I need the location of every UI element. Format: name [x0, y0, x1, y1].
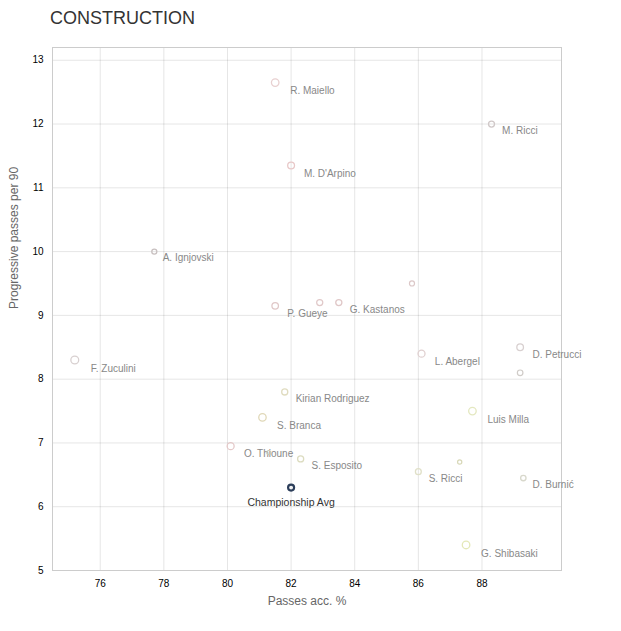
svg-text:86: 86 [413, 578, 425, 589]
svg-text:P. Gueye: P. Gueye [287, 308, 328, 319]
svg-text:12: 12 [32, 118, 44, 129]
svg-text:D. Burnić: D. Burnić [533, 479, 574, 490]
svg-text:S. Esposito: S. Esposito [312, 460, 363, 471]
svg-text:76: 76 [95, 578, 107, 589]
svg-text:82: 82 [286, 578, 298, 589]
svg-text:84: 84 [349, 578, 361, 589]
svg-text:5: 5 [38, 565, 44, 576]
svg-text:G. Shibasaki: G. Shibasaki [481, 548, 538, 559]
svg-text:A. Ignjovski: A. Ignjovski [163, 252, 214, 263]
svg-text:78: 78 [158, 578, 170, 589]
svg-text:R. Maiello: R. Maiello [290, 85, 335, 96]
svg-text:13: 13 [32, 54, 44, 65]
svg-text:88: 88 [476, 578, 488, 589]
svg-text:F. Zuculini: F. Zuculini [91, 363, 136, 374]
svg-text:M. D'Arpino: M. D'Arpino [304, 168, 356, 179]
svg-text:7: 7 [38, 437, 44, 448]
svg-text:Progressive passes per 90: Progressive passes per 90 [7, 167, 21, 309]
svg-text:8: 8 [38, 373, 44, 384]
svg-text:D. Petrucci: D. Petrucci [532, 349, 581, 360]
svg-text:Passes acc. %: Passes acc. % [268, 594, 347, 608]
svg-text:10: 10 [32, 246, 44, 257]
svg-text:80: 80 [222, 578, 234, 589]
svg-text:Championship Avg: Championship Avg [247, 496, 335, 508]
html-text:CONSTRUCTION: CONSTRUCTION [50, 8, 195, 28]
svg-text:S. Branca: S. Branca [277, 420, 321, 431]
svg-text:Kirian Rodriguez: Kirian Rodriguez [296, 393, 370, 404]
svg-text:11: 11 [33, 182, 44, 193]
svg-text:G. Kastanos: G. Kastanos [350, 304, 405, 315]
svg-text:S. Ricci: S. Ricci [429, 473, 463, 484]
svg-text:Luis Milla: Luis Milla [487, 414, 529, 425]
svg-text:9: 9 [38, 310, 44, 321]
svg-text:L. Abergel: L. Abergel [435, 356, 480, 367]
svg-text:M. Ricci: M. Ricci [502, 125, 538, 136]
svg-text:O. Thioune: O. Thioune [244, 448, 294, 459]
svg-text:6: 6 [38, 501, 44, 512]
